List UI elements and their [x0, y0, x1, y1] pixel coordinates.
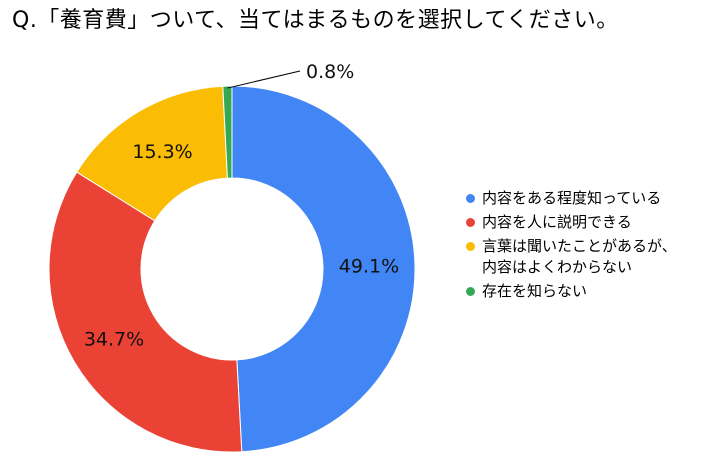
legend-swatch-0 — [466, 194, 475, 203]
slice-label-1: 34.7% — [84, 329, 144, 351]
slice-label-3: 0.8% — [306, 61, 354, 83]
legend-item-1: 内容を人に説明できる — [466, 212, 677, 233]
slice-label-0: 49.1% — [339, 255, 399, 277]
legend-label-1: 内容を人に説明できる — [482, 213, 632, 231]
legend-swatch-1 — [466, 218, 475, 227]
legend-label-3: 存在を知らない — [482, 282, 588, 300]
legend-label-2: 言葉は聞いたことがあるが、 内容はよくわからない — [482, 237, 677, 276]
chart-legend: 内容をある程度知っている 内容を人に説明できる言葉は聞いたことがあるが、 内容はよ… — [466, 188, 677, 305]
legend-swatch-2 — [466, 242, 475, 251]
question-title: Q.「養育費」ついて、当てはまるものを選択してください。 — [12, 8, 619, 33]
slice-label-2: 15.3% — [132, 141, 192, 163]
legend-item-3: 存在を知らない — [466, 281, 677, 302]
legend-swatch-3 — [466, 287, 475, 296]
legend-item-0: 内容をある程度知っている — [466, 188, 677, 209]
legend-item-2: 言葉は聞いたことがあるが、 内容はよくわからない — [466, 236, 677, 278]
slice-1 — [48, 171, 243, 453]
leader-line-3 — [227, 70, 301, 89]
slice-0 — [231, 85, 416, 453]
slice-3 — [222, 85, 233, 179]
legend-label-0: 内容をある程度知っている — [482, 189, 662, 207]
